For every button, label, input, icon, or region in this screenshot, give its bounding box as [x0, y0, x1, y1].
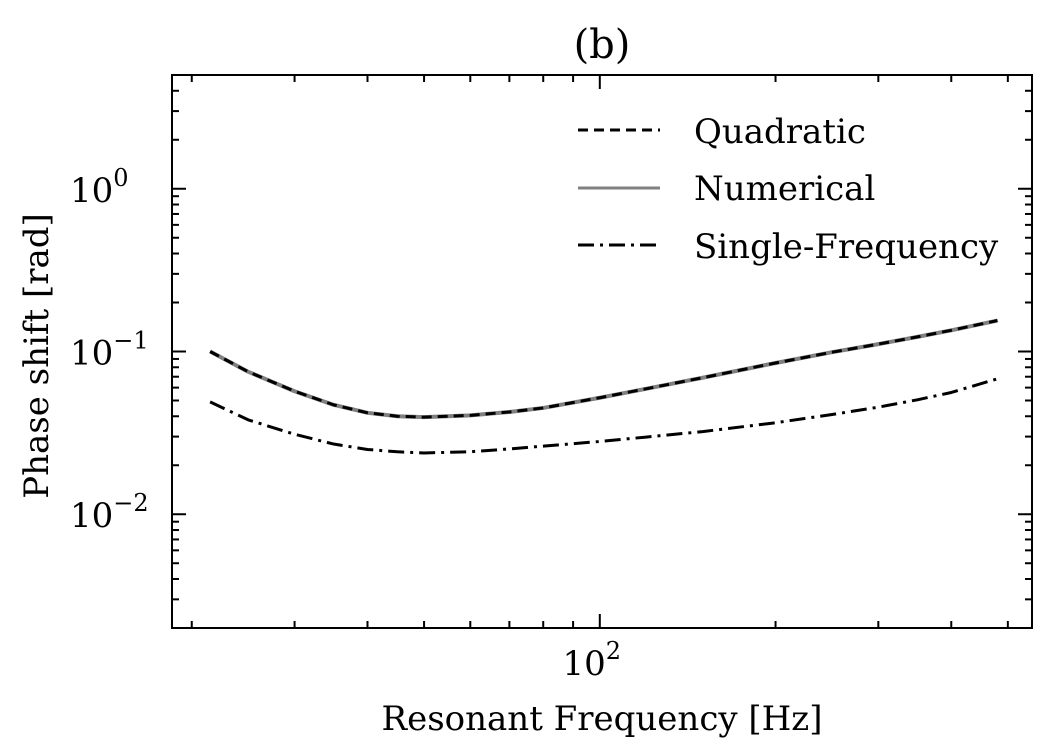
x-axis-label: Resonant Frequency [Hz] — [382, 699, 823, 739]
plot-area-frame — [171, 74, 1033, 629]
x-tick-label: 102 — [563, 637, 622, 684]
legend-label-single-frequency: Single-Frequency — [694, 227, 999, 267]
y-tick-label: 10−2 — [70, 489, 149, 536]
series-line-quadratic — [209, 319, 998, 419]
legend: Quadratic Numerical Single-Frequency — [578, 112, 999, 267]
axis-ticks — [172, 74, 1032, 629]
y-axis-label: Phase shift [rad] — [17, 213, 57, 499]
y-tick-label: 10−1 — [70, 327, 149, 374]
chart-title: (b) — [574, 22, 631, 68]
legend-label-quadratic: Quadratic — [694, 112, 866, 152]
legend-label-numerical: Numerical — [694, 169, 875, 209]
data-series — [209, 318, 998, 455]
axis-tick-labels: 102 100 10−1 10−2 — [70, 164, 621, 684]
series-line-single-frequency — [209, 377, 998, 455]
y-tick-label: 100 — [70, 164, 129, 211]
